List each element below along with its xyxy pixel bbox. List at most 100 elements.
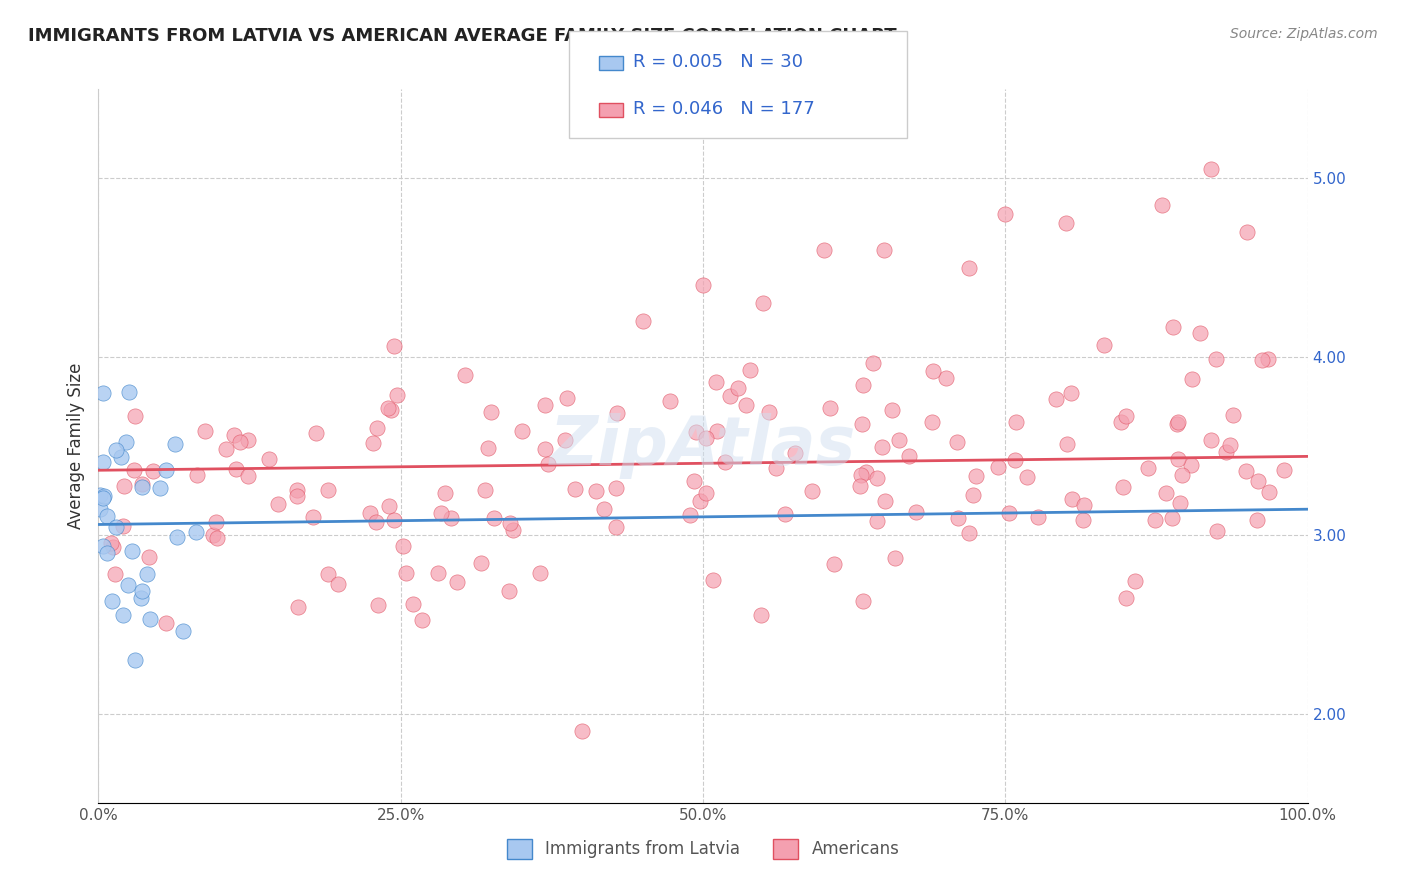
- Point: [935, 370, 957, 384]
- Point: [112, 479, 135, 493]
- Point: [111, 519, 134, 533]
- Point: [382, 339, 405, 353]
- Point: [557, 392, 579, 406]
- Point: [1056, 437, 1078, 451]
- Point: [138, 549, 160, 564]
- Point: [427, 566, 450, 581]
- Point: [1250, 353, 1272, 368]
- Point: [361, 436, 384, 450]
- Point: [155, 615, 177, 630]
- Point: [692, 278, 714, 293]
- Point: [1115, 591, 1137, 605]
- Point: [166, 530, 188, 544]
- Point: [1166, 417, 1188, 431]
- Point: [105, 520, 128, 534]
- Point: [411, 613, 433, 627]
- Point: [800, 483, 823, 498]
- Point: [287, 599, 309, 614]
- Point: [155, 463, 177, 477]
- Point: [1205, 351, 1227, 366]
- Point: [849, 478, 872, 492]
- Point: [533, 398, 555, 412]
- Point: [873, 494, 896, 508]
- Point: [215, 442, 238, 456]
- Point: [862, 356, 884, 370]
- Point: [498, 584, 520, 599]
- Point: [946, 435, 969, 450]
- Point: [110, 450, 132, 464]
- Point: [382, 513, 405, 527]
- Point: [706, 424, 728, 438]
- Point: [773, 507, 796, 521]
- Point: [631, 314, 654, 328]
- Point: [957, 260, 980, 275]
- Point: [129, 591, 152, 605]
- Point: [689, 494, 711, 508]
- Point: [1206, 524, 1229, 538]
- Point: [1123, 574, 1146, 588]
- Point: [366, 421, 388, 435]
- Point: [1181, 372, 1204, 386]
- Point: [1054, 216, 1077, 230]
- Point: [998, 506, 1021, 520]
- Point: [987, 459, 1010, 474]
- Point: [205, 516, 228, 530]
- Point: [1219, 438, 1241, 452]
- Point: [446, 575, 468, 590]
- Point: [124, 409, 146, 423]
- Point: [752, 296, 775, 310]
- Point: [380, 403, 402, 417]
- Point: [870, 440, 893, 454]
- Point: [1215, 445, 1237, 459]
- Point: [1272, 462, 1295, 476]
- Point: [880, 403, 903, 417]
- Point: [823, 557, 845, 571]
- Point: [783, 446, 806, 460]
- Point: [236, 469, 259, 483]
- Point: [852, 378, 875, 392]
- Point: [91, 539, 114, 553]
- Point: [606, 406, 628, 420]
- Point: [1167, 415, 1189, 429]
- Point: [287, 483, 309, 497]
- Point: [474, 483, 496, 497]
- Point: [114, 435, 136, 450]
- Point: [285, 489, 308, 503]
- Point: [1171, 467, 1194, 482]
- Point: [1247, 474, 1270, 488]
- Point: [965, 469, 987, 483]
- Point: [948, 511, 970, 525]
- Text: R = 0.046   N = 177: R = 0.046 N = 177: [633, 100, 814, 118]
- Point: [1152, 198, 1174, 212]
- Point: [702, 573, 724, 587]
- Point: [479, 405, 502, 419]
- Point: [124, 653, 146, 667]
- Point: [395, 566, 418, 580]
- Point: [820, 401, 842, 415]
- Point: [605, 481, 627, 495]
- Point: [163, 437, 186, 451]
- Point: [267, 497, 290, 511]
- Legend: Immigrants from Latvia, Americans: Immigrants from Latvia, Americans: [501, 832, 905, 866]
- Point: [89, 502, 111, 516]
- Point: [440, 510, 463, 524]
- Point: [887, 433, 910, 447]
- Point: [172, 624, 194, 638]
- Point: [1060, 385, 1083, 400]
- Point: [957, 525, 980, 540]
- Point: [429, 507, 451, 521]
- Point: [482, 511, 505, 525]
- Point: [1236, 225, 1258, 239]
- Point: [1222, 409, 1244, 423]
- Point: [100, 536, 122, 550]
- Point: [727, 381, 749, 395]
- Point: [229, 434, 252, 449]
- Point: [184, 525, 207, 540]
- Point: [855, 465, 877, 479]
- Point: [1168, 496, 1191, 510]
- Point: [186, 468, 208, 483]
- Point: [118, 385, 141, 400]
- Point: [91, 455, 114, 469]
- Point: [1246, 512, 1268, 526]
- Point: [714, 455, 737, 469]
